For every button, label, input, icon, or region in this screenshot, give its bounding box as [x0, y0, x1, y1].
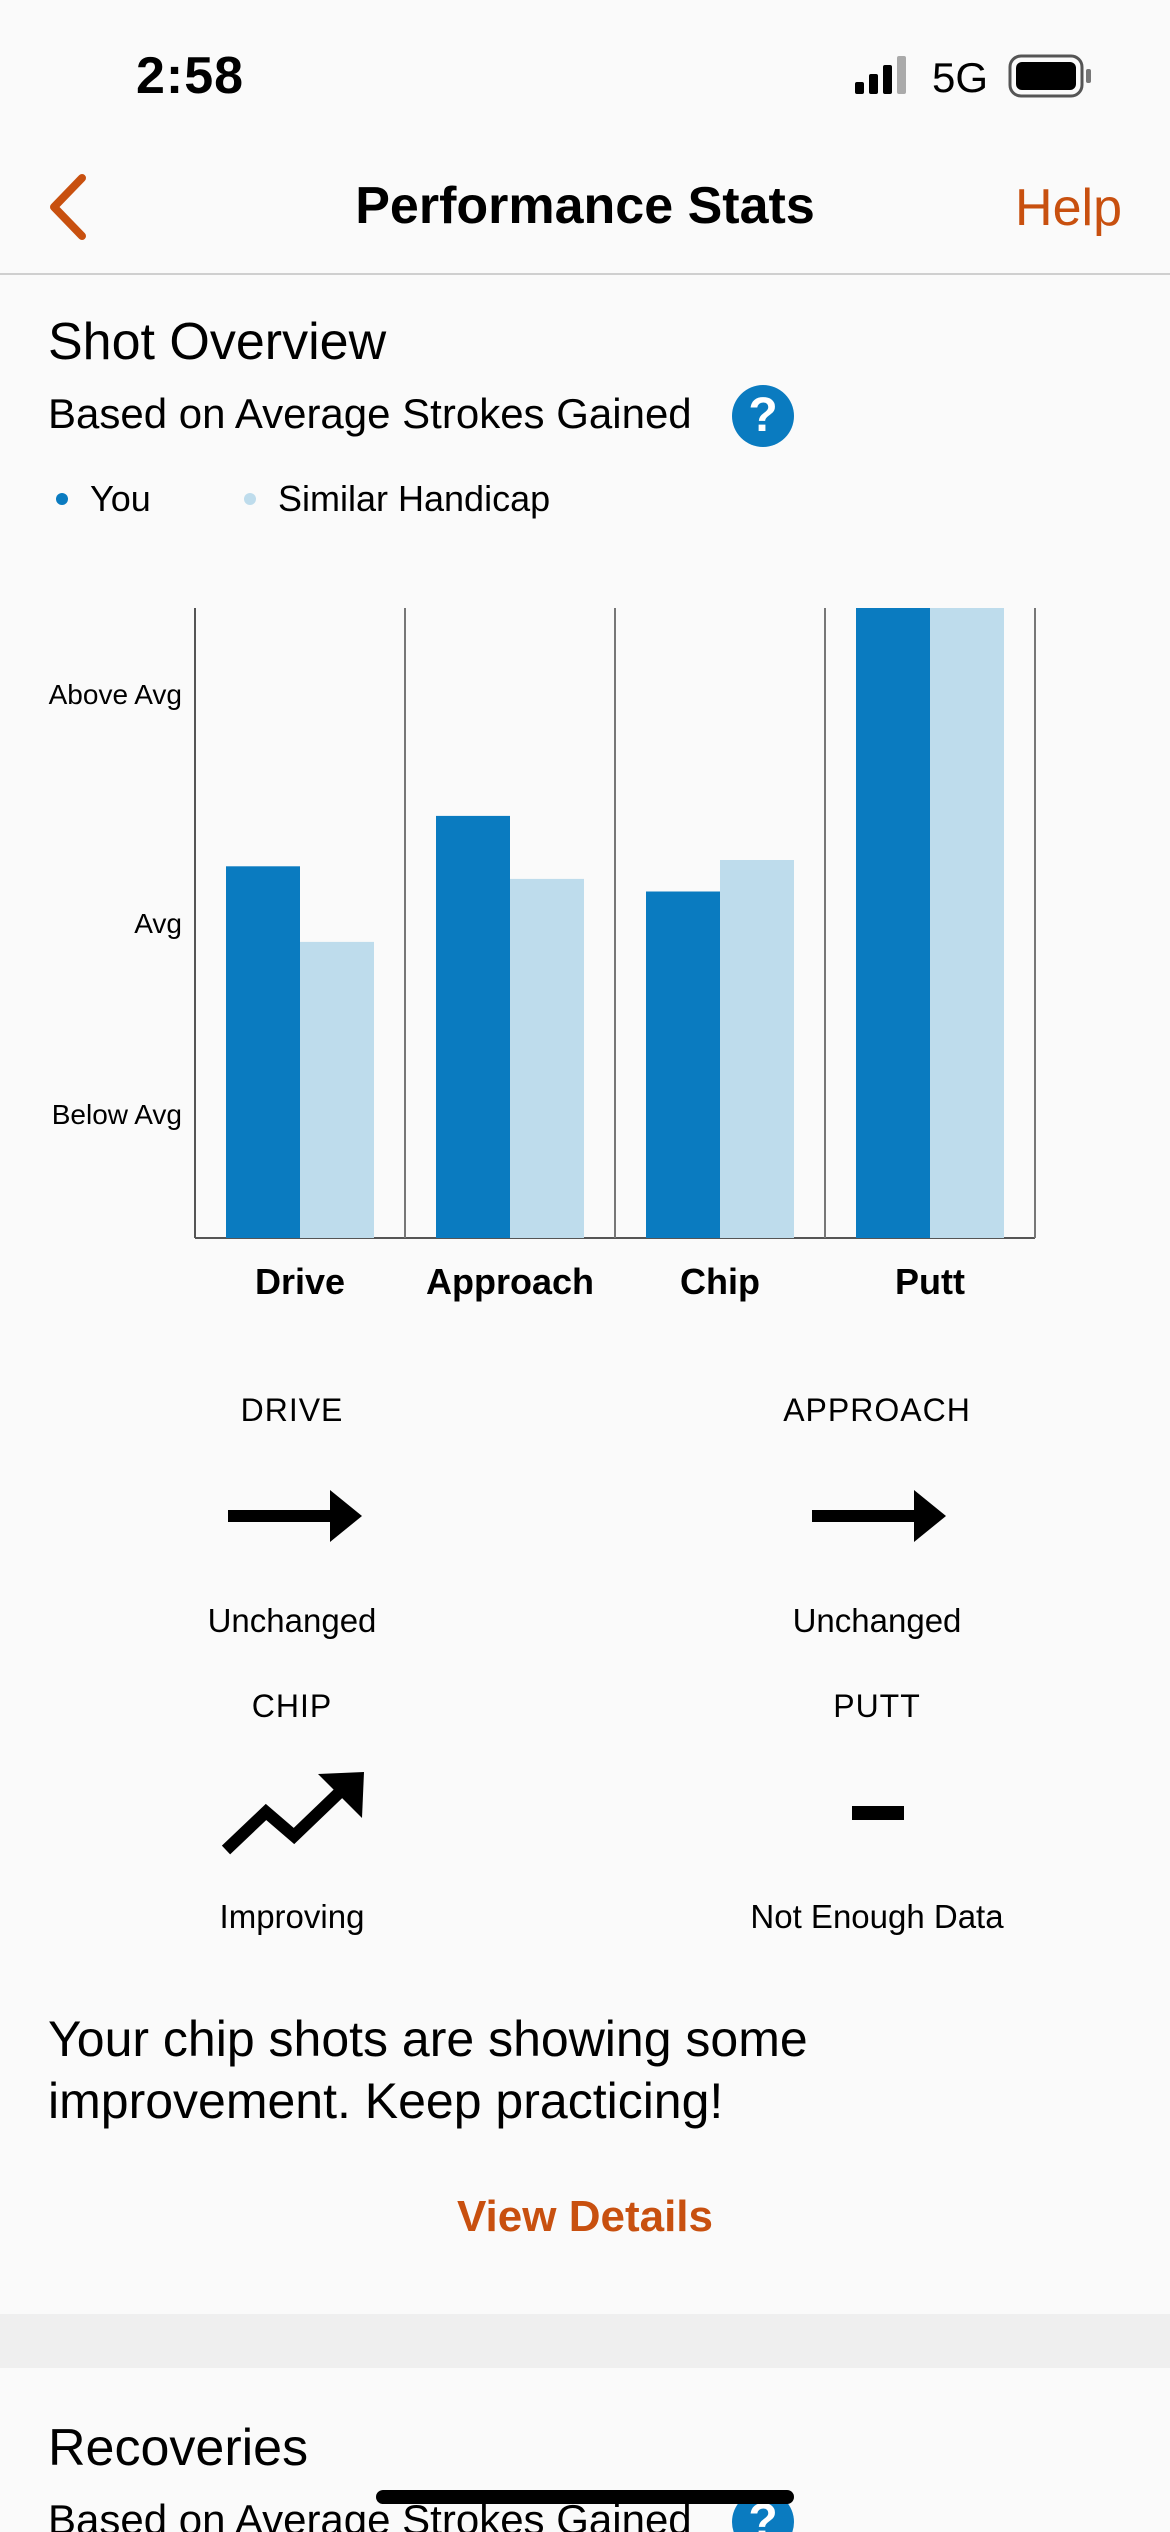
- insight-message: Your chip shots are showing some improve…: [48, 2011, 808, 2129]
- legend-label-similar-handicap: Similar Handicap: [278, 478, 551, 519]
- bar-chip-similar-handicap: [720, 860, 794, 1238]
- help-button[interactable]: Help: [1015, 179, 1122, 237]
- legend-dot-similar-handicap: [244, 493, 256, 505]
- legend-label-you: You: [90, 478, 151, 519]
- trend-status-drive: Unchanged: [207, 1602, 377, 1639]
- x-tick-label-approach: Approach: [426, 1261, 594, 1302]
- bar-chip-you: [646, 891, 720, 1238]
- network-type: 5G: [932, 54, 989, 101]
- y-tick-label-below-avg: Below Avg: [51, 1099, 182, 1130]
- bar-putt-you: [856, 608, 930, 1238]
- trend-status-approach: Unchanged: [792, 1602, 962, 1639]
- battery-icon: [1008, 54, 1091, 98]
- trend-status-chip: Improving: [219, 1898, 365, 1935]
- trend-category-drive: DRIVE: [240, 1392, 344, 1428]
- bar-drive-similar-handicap: [300, 941, 374, 1238]
- arrow-right-icon: [812, 1490, 946, 1542]
- arrow-right-icon: [228, 1490, 362, 1542]
- trend-category-approach: APPROACH: [783, 1392, 971, 1428]
- y-tick-label-above-avg: Above Avg: [48, 679, 182, 710]
- x-tick-label-drive: Drive: [255, 1261, 345, 1302]
- section-title-shot-overview: Shot Overview: [48, 313, 387, 371]
- trend-category-chip: CHIP: [251, 1688, 333, 1724]
- x-tick-label-chip: Chip: [680, 1261, 760, 1302]
- view-details-link[interactable]: View Details: [457, 2192, 713, 2241]
- y-tick-label-avg: Avg: [134, 908, 182, 939]
- section-title-recoveries: Recoveries: [48, 2419, 309, 2477]
- question-icon[interactable]: ?: [732, 385, 794, 447]
- status-time: 2:58: [136, 47, 245, 105]
- signal-icon: [855, 56, 906, 94]
- home-indicator[interactable]: [376, 2490, 794, 2504]
- section-subtitle: Based on Average Strokes Gained: [48, 390, 692, 437]
- bar-drive-you: [226, 866, 300, 1238]
- bar-approach-you: [436, 815, 510, 1238]
- nav-divider: [0, 273, 1170, 275]
- trend-category-putt: PUTT: [833, 1688, 921, 1724]
- strokes-gained-bar-chart: Drive Approach Chip Putt: [194, 608, 1036, 1302]
- trend-up-icon: [221, 1772, 364, 1855]
- bar-putt-similar-handicap: [930, 608, 1004, 1238]
- back-chevron-icon[interactable]: [44, 172, 94, 242]
- trend-status-putt: Not Enough Data: [750, 1898, 1004, 1935]
- dash-icon: [852, 1806, 904, 1820]
- bar-approach-similar-handicap: [510, 878, 584, 1238]
- legend-dot-you: [56, 493, 68, 505]
- section-separator: [0, 2314, 1170, 2368]
- page-title: Performance Stats: [355, 177, 815, 235]
- x-tick-label-putt: Putt: [895, 1261, 965, 1302]
